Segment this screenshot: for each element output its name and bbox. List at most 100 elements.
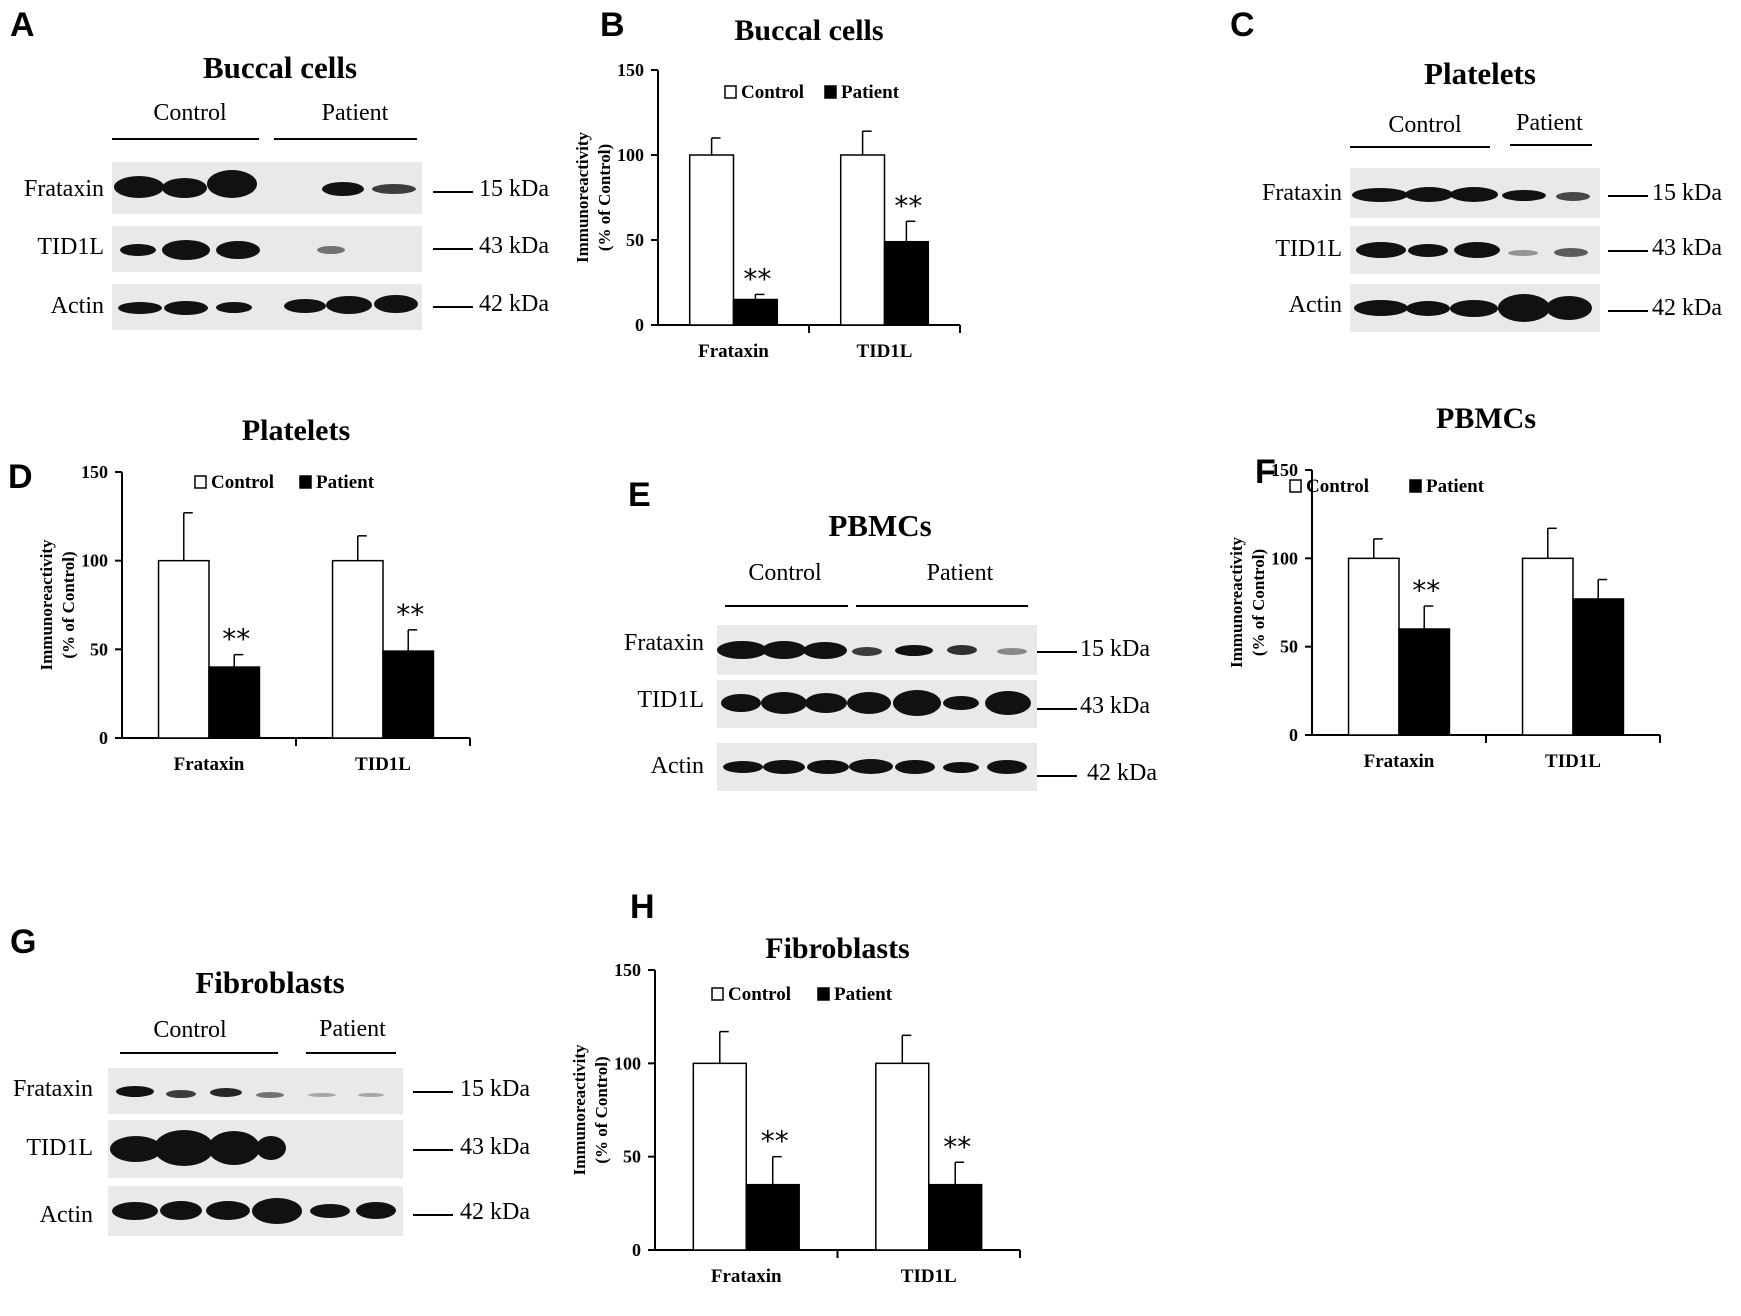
band — [985, 691, 1031, 715]
x-tick-label: Frataxin — [174, 754, 245, 775]
row-label-actin: Actin — [50, 293, 104, 319]
bar-patient — [883, 240, 930, 326]
y-tick-label: 150 — [1271, 460, 1298, 480]
panel-letter-f: F — [1255, 453, 1276, 491]
blot-strip-tid1l — [108, 1120, 403, 1178]
band — [763, 760, 805, 774]
bar-chart-fibroblasts: Fibroblasts 0 50 100 150 Immunoreactivity (% o… — [570, 890, 1080, 1310]
bar-chart-pbmcs: PBMCs 0 50 100 150 Immunoreactivity (% of Cont… — [1200, 402, 1700, 840]
bar-control — [157, 559, 210, 739]
band — [206, 1201, 250, 1220]
legend-label-control: Control — [741, 82, 804, 103]
band — [374, 295, 418, 313]
y-tick-label: 0 — [632, 1240, 641, 1260]
chart-svg: Platelets 0 50 100 150 Immunoreactivity (% of … — [37, 414, 471, 775]
band — [762, 641, 806, 659]
band — [1508, 250, 1538, 256]
bar-control — [875, 1062, 930, 1251]
band — [216, 302, 252, 313]
blot-strip-frataxin — [112, 162, 422, 214]
panel-letter-b: B — [600, 6, 625, 44]
bar-patient — [732, 298, 779, 326]
marker-line — [433, 248, 473, 250]
kda-label-15: 15 kDa — [460, 1076, 530, 1102]
bar-patient — [1398, 628, 1451, 736]
row-label-actin: Actin — [1288, 292, 1342, 318]
y-axis-label: Immunoreactivity — [573, 132, 592, 263]
band — [112, 1202, 158, 1220]
group-label-control: Control — [153, 100, 227, 126]
bar-control — [692, 1062, 747, 1251]
significance-marker: ** — [396, 598, 424, 631]
x-tick-label: TID1L — [857, 341, 913, 362]
y-tick-label: 50 — [626, 230, 644, 250]
marker-line — [1037, 775, 1077, 777]
band — [317, 246, 345, 254]
group-line-control — [120, 1052, 278, 1054]
band — [160, 1201, 202, 1220]
bar-control — [1521, 557, 1574, 736]
legend-swatch-control — [724, 85, 737, 99]
legend-swatch-patient — [299, 475, 312, 489]
group-line-control — [725, 605, 848, 607]
legend-swatch-control — [1289, 479, 1302, 493]
kda-label-42: 42 kDa — [1652, 295, 1722, 321]
y-axis-label: Immunoreactivity — [570, 1044, 589, 1175]
panel-letter-d: D — [8, 458, 33, 496]
row-label-tid1l: TID1L — [637, 687, 704, 713]
bar-patient — [745, 1183, 800, 1251]
group-line-patient — [306, 1052, 396, 1054]
legend-swatch-patient — [824, 85, 837, 99]
kda-label-42: 42 kDa — [460, 1199, 530, 1225]
panel-letter-c: C — [1230, 6, 1255, 44]
band — [358, 1093, 384, 1097]
group-label-control: Control — [153, 1017, 227, 1043]
band — [1546, 296, 1592, 320]
legend-label-control: Control — [1306, 476, 1369, 497]
x-tick-label: Frataxin — [1364, 751, 1435, 772]
x-tick-label: Frataxin — [711, 1266, 782, 1287]
band — [110, 1136, 162, 1162]
y-tick-label: 50 — [1280, 637, 1298, 657]
band — [943, 762, 979, 773]
x-tick-label: TID1L — [901, 1266, 957, 1287]
bar-control — [688, 154, 735, 326]
band — [849, 759, 893, 774]
blot-strip-actin — [108, 1186, 403, 1236]
band — [308, 1093, 336, 1097]
band — [1556, 192, 1590, 201]
marker-line — [413, 1091, 453, 1093]
kda-label-43: 43 kDa — [460, 1134, 530, 1160]
band — [947, 645, 977, 655]
kda-label-42: 42 kDa — [479, 291, 549, 317]
y-tick-label: 150 — [614, 960, 641, 980]
chart-svg: Buccal cells 0 50 100 150 Immunoreactivity (% … — [573, 14, 961, 362]
bar-control — [1347, 557, 1400, 736]
chart-svg: Fibroblasts 0 50 100 150 Immunoreactivity (% o… — [570, 932, 1021, 1287]
y-tick-label: 100 — [614, 1053, 641, 1073]
band — [943, 696, 979, 710]
band — [326, 296, 372, 314]
kda-label-43: 43 kDa — [1080, 693, 1150, 719]
y-axis-label: (% of Control) — [1249, 549, 1268, 656]
band — [761, 692, 807, 714]
band — [1406, 301, 1450, 316]
band — [1498, 294, 1550, 322]
kda-label-15: 15 kDa — [479, 176, 549, 202]
panel-letter-e: E — [628, 476, 651, 514]
group-line-patient — [1510, 144, 1592, 146]
chart-title: PBMCs — [1436, 402, 1536, 435]
y-axis-label: (% of Control) — [592, 1056, 611, 1163]
group-label-control: Control — [1388, 112, 1462, 138]
band — [356, 1202, 396, 1219]
y-tick-label: 150 — [81, 462, 108, 482]
bar-patient — [208, 666, 261, 739]
group-label-control: Control — [748, 560, 822, 586]
western-blot-platelets: Platelets Control Patient Frataxin 15 kD… — [1230, 50, 1740, 340]
marker-line — [1608, 250, 1648, 252]
blot-strip-actin — [112, 284, 422, 330]
band — [166, 1090, 196, 1098]
bar-control — [331, 559, 384, 739]
y-axis-label: (% of Control) — [59, 551, 78, 658]
panel-letter-g: G — [10, 923, 37, 961]
